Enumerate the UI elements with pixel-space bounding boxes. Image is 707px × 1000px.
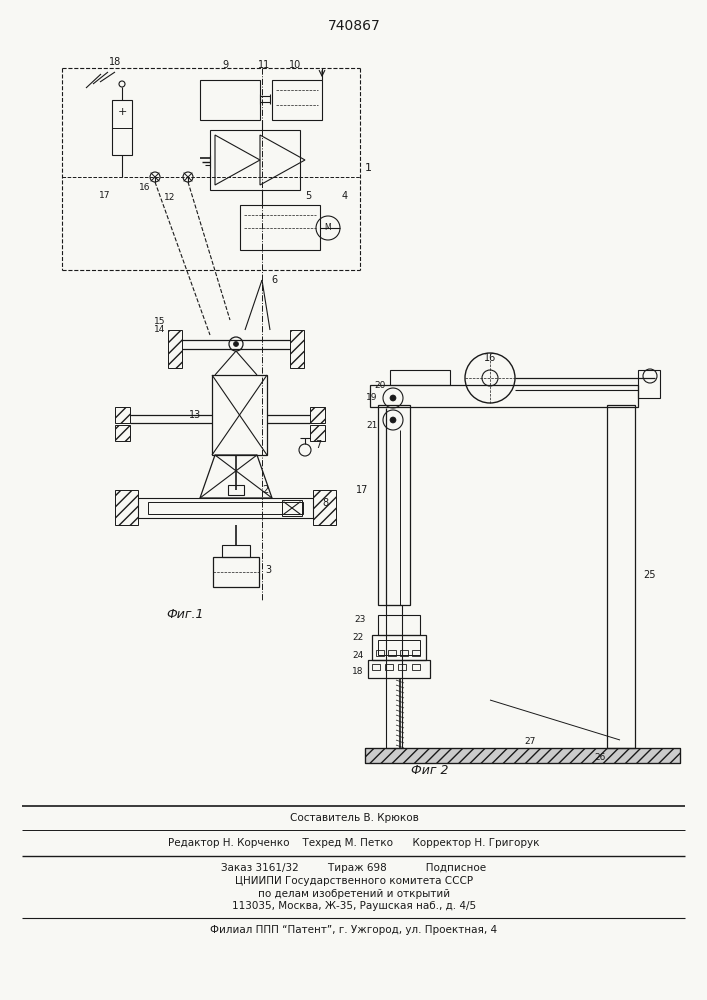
Bar [310, 425, 325, 441]
Bar [138, 498, 313, 518]
Text: 13: 13 [189, 410, 201, 420]
Text: 1: 1 [365, 163, 371, 173]
Text: 26: 26 [595, 754, 606, 762]
Text: 27: 27 [525, 738, 536, 746]
Text: 8: 8 [322, 498, 328, 508]
Text: 113035, Москва, Ж-35, Раушская наб., д. 4/5: 113035, Москва, Ж-35, Раушская наб., д. … [232, 901, 476, 911]
Text: 10: 10 [289, 60, 301, 70]
Text: 25: 25 [644, 570, 656, 580]
Bar [313, 490, 336, 525]
Text: Фиг 2: Фиг 2 [411, 764, 449, 776]
Bar [372, 664, 380, 670]
Bar [412, 650, 420, 656]
Text: 17: 17 [99, 192, 111, 200]
Text: 11: 11 [258, 60, 270, 70]
Text: Составитель В. Крюков: Составитель В. Крюков [290, 813, 419, 823]
Circle shape [233, 342, 238, 347]
Bar [115, 407, 130, 423]
Text: 5: 5 [305, 191, 311, 201]
Bar [378, 640, 420, 655]
Bar [168, 330, 182, 368]
Bar [115, 425, 130, 441]
Text: 7: 7 [315, 440, 321, 450]
Text: 18: 18 [109, 57, 121, 67]
Text: 14: 14 [154, 326, 165, 334]
Bar [222, 545, 250, 557]
Text: 18: 18 [352, 668, 363, 676]
Bar [213, 557, 259, 587]
Text: 23: 23 [354, 615, 366, 624]
Bar [386, 605, 402, 748]
Text: 24: 24 [352, 650, 363, 660]
Bar [607, 405, 635, 748]
Text: по делам изобретений и открытий: по делам изобретений и открытий [258, 889, 450, 899]
Bar [370, 385, 638, 407]
Text: 740867: 740867 [327, 19, 380, 33]
Bar [398, 664, 406, 670]
Bar [378, 615, 420, 635]
Text: 21: 21 [366, 420, 378, 430]
Text: 2: 2 [262, 485, 268, 495]
Text: 3: 3 [265, 565, 271, 575]
Bar [376, 650, 384, 656]
Text: 6: 6 [271, 275, 277, 285]
Bar [210, 130, 300, 190]
Bar [115, 490, 138, 525]
Text: 22: 22 [352, 634, 363, 643]
Bar [112, 100, 132, 155]
Text: M: M [325, 224, 332, 232]
Text: ЦНИИПИ Государственного комитета СССР: ЦНИИПИ Государственного комитета СССР [235, 876, 473, 886]
Bar [212, 375, 267, 455]
Bar [365, 748, 680, 763]
Text: 9: 9 [222, 60, 228, 70]
Bar [282, 500, 302, 516]
Text: 12: 12 [164, 192, 175, 202]
Text: 16: 16 [484, 353, 496, 363]
Bar [240, 205, 320, 250]
Bar [378, 405, 410, 605]
Bar [385, 664, 393, 670]
Text: Заказ 3161/32         Тираж 698            Подписное: Заказ 3161/32 Тираж 698 Подписное [221, 863, 486, 873]
Text: Филиал ППП “Патент”, г. Ужгород, ул. Проектная, 4: Филиал ППП “Патент”, г. Ужгород, ул. Про… [211, 925, 498, 935]
Bar [390, 370, 450, 385]
Text: 4: 4 [342, 191, 348, 201]
Bar [365, 748, 680, 763]
Text: 20: 20 [374, 380, 386, 389]
Bar [228, 485, 244, 495]
Circle shape [390, 395, 396, 401]
Bar [372, 635, 426, 660]
Bar [412, 664, 420, 670]
Bar [148, 502, 303, 514]
Text: Фиг.1: Фиг.1 [166, 608, 204, 621]
Text: 17: 17 [356, 485, 368, 495]
Text: 19: 19 [366, 392, 378, 401]
Bar [200, 80, 260, 120]
Bar [388, 650, 396, 656]
Bar [290, 330, 304, 368]
Bar [368, 660, 430, 678]
Text: +: + [117, 107, 127, 117]
Bar [272, 80, 322, 120]
Bar [310, 407, 325, 423]
Text: 16: 16 [139, 182, 151, 192]
Circle shape [390, 417, 396, 423]
Text: Редактор Н. Корченко    Техред М. Петко      Корректор Н. Григорук: Редактор Н. Корченко Техред М. Петко Кор… [168, 838, 539, 848]
Text: 15: 15 [154, 318, 165, 326]
Bar [400, 650, 408, 656]
Bar [638, 370, 660, 398]
